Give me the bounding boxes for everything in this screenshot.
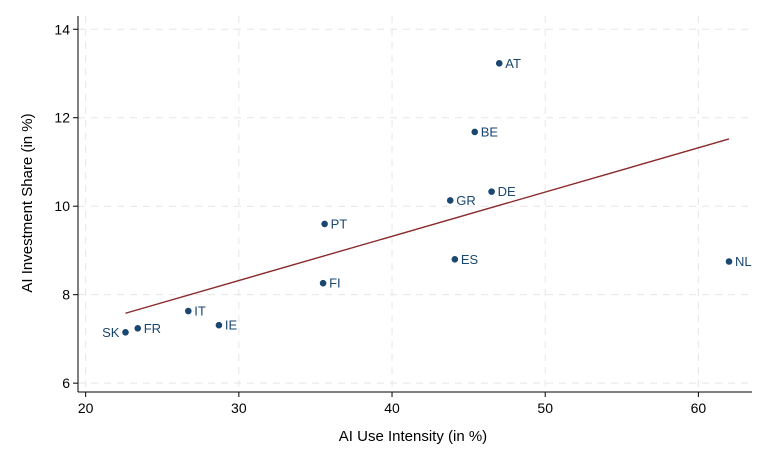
y-tick-label: 10 xyxy=(54,198,70,214)
point-label: ES xyxy=(461,252,479,267)
grid-layer xyxy=(78,16,752,392)
y-tick-label: 12 xyxy=(54,110,70,126)
y-tick-label: 14 xyxy=(54,21,70,37)
data-point xyxy=(215,321,223,329)
data-point xyxy=(319,279,327,287)
x-tick-label: 50 xyxy=(537,400,553,416)
data-point xyxy=(446,197,454,204)
point-label: PT xyxy=(331,216,348,231)
x-tick-label: 60 xyxy=(691,400,707,416)
x-axis-title: AI Use Intensity (in %) xyxy=(339,428,487,445)
y-tick-label: 6 xyxy=(62,375,70,391)
data-point xyxy=(321,220,328,228)
y-axis-title: AI Investment Share (in %) xyxy=(19,113,36,292)
data-point xyxy=(184,307,192,315)
data-point xyxy=(495,60,503,67)
data-point xyxy=(471,128,479,136)
point-label: DE xyxy=(498,184,516,199)
point-label: IE xyxy=(225,318,238,333)
data-point xyxy=(122,328,129,336)
data-point xyxy=(725,258,733,265)
point-label: IT xyxy=(194,304,206,319)
x-tick-label: 40 xyxy=(384,400,400,416)
axes-layer: 20 30 40 50 60 6 8 10 12 14 xyxy=(54,16,752,416)
x-tick-label: 20 xyxy=(78,400,94,416)
x-tick-label: 30 xyxy=(231,400,247,416)
point-label: NL xyxy=(735,254,752,269)
data-point xyxy=(488,188,495,195)
point-label: FI xyxy=(329,276,341,291)
y-tick-label: 8 xyxy=(62,287,70,303)
point-label: FR xyxy=(144,321,161,336)
point-label: GR xyxy=(456,193,476,208)
point-label: AT xyxy=(505,56,521,71)
point-label: SK xyxy=(102,325,120,340)
point-label: BE xyxy=(481,124,499,139)
fit-line-layer xyxy=(125,138,730,314)
points-layer: AT BE DE GR PT ES NL FI IT IE FR SK xyxy=(102,56,752,340)
data-point xyxy=(134,325,142,332)
fit-line xyxy=(125,138,730,314)
data-point xyxy=(451,255,459,263)
